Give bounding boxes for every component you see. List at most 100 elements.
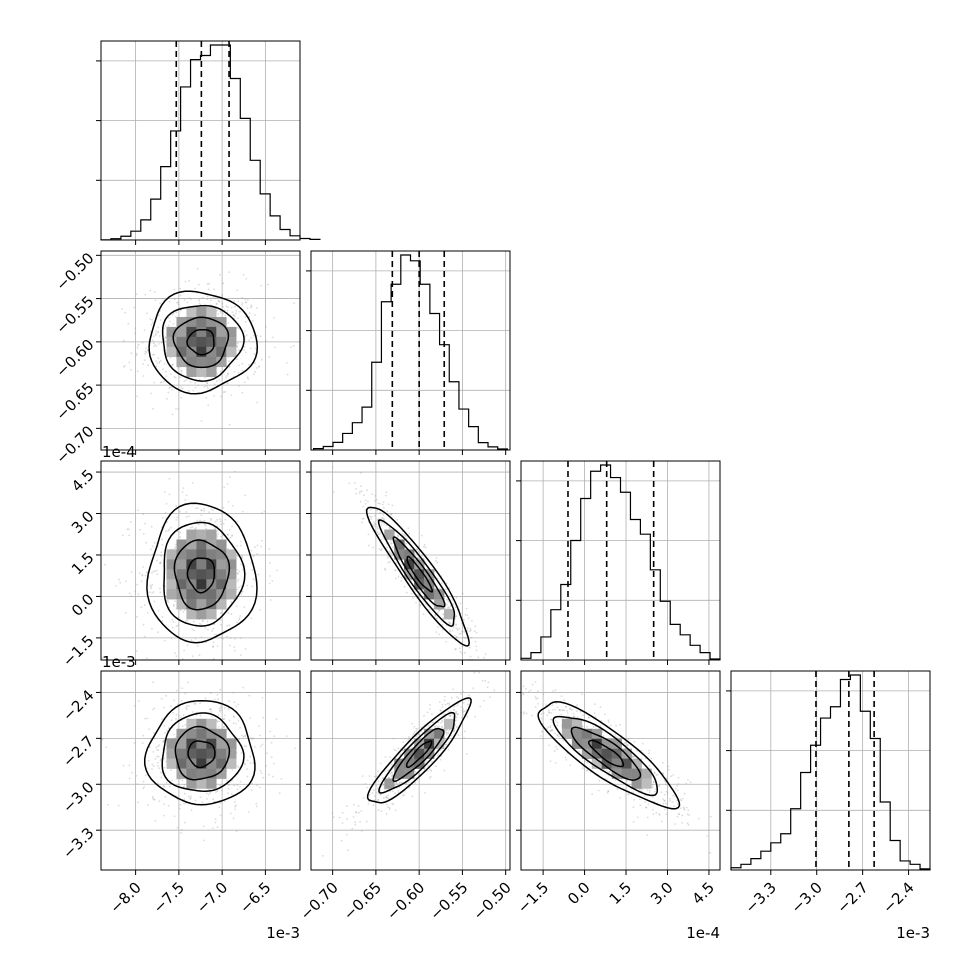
scatter-point [210, 299, 212, 302]
scatter-point [241, 510, 244, 513]
scatter-point [380, 538, 383, 541]
scatter-point [243, 345, 246, 348]
density-cell [631, 778, 642, 789]
scatter-point [647, 803, 650, 806]
density-cell [226, 738, 237, 749]
scatter-point [236, 342, 239, 345]
scatter-point [239, 637, 242, 640]
density-cell [196, 549, 207, 560]
density-cell [196, 728, 207, 740]
scatter-point [128, 361, 131, 364]
scatter-point [378, 533, 380, 536]
scatter-point [144, 293, 147, 296]
scatter-point [210, 297, 213, 299]
scatter-point [212, 627, 215, 630]
panel-frame [310, 250, 511, 451]
scatter-point [171, 363, 174, 366]
scatter-point [415, 727, 418, 730]
scatter-point [173, 298, 176, 301]
y-tick-label: 4.5 [68, 466, 98, 496]
scatter-point [418, 773, 421, 775]
scatter-point [445, 598, 448, 601]
scatter-point [206, 298, 209, 301]
scatter-point [226, 533, 229, 536]
x-tick-label: −0.55 [426, 878, 471, 923]
density-cell [216, 758, 227, 769]
scatter-point [228, 423, 231, 426]
scatter-point [269, 599, 272, 601]
scatter-point [134, 327, 137, 330]
scatter-point [384, 569, 387, 571]
scatter-point [222, 726, 225, 729]
scatter-point [534, 706, 537, 708]
scatter-point [177, 616, 180, 618]
scatter-point [236, 784, 239, 787]
scatter-point [216, 826, 219, 829]
scatter-point [240, 752, 243, 755]
scatter-point [136, 650, 138, 652]
density-panel-3-2 [310, 460, 511, 661]
scatter-point [687, 823, 690, 826]
scatter-point [286, 362, 288, 364]
scatter-point [438, 701, 441, 703]
scatter-point [454, 719, 457, 722]
scatter-point [188, 389, 190, 392]
scatter-point [411, 795, 414, 798]
scatter-point [154, 570, 156, 573]
scatter-point [235, 804, 237, 807]
contour-line [405, 740, 433, 768]
scatter-point [368, 775, 371, 777]
scatter-point [468, 630, 471, 633]
density-cell [186, 539, 197, 550]
scatter-point [663, 799, 666, 802]
scatter-point [157, 330, 160, 333]
density-cell [176, 346, 187, 358]
scatter-point [175, 625, 178, 628]
scatter-point [253, 746, 256, 748]
density-cell [631, 768, 642, 779]
scatter-point [455, 623, 458, 626]
scatter-point [168, 387, 171, 390]
scatter-point [368, 794, 371, 797]
scatter-point [358, 492, 361, 494]
scatter-point [261, 696, 264, 699]
scatter-point [390, 552, 393, 555]
scatter-point [456, 713, 459, 716]
scatter-point [153, 798, 156, 801]
scatter-point [376, 527, 379, 530]
scatter-point [458, 647, 461, 650]
scatter-point [560, 695, 563, 697]
scatter-point [377, 809, 380, 812]
scatter-point [191, 655, 194, 658]
scatter-point [260, 284, 262, 287]
scatter-point [478, 671, 480, 674]
density-panel-3-1 [100, 460, 301, 661]
scatter-point [212, 798, 215, 801]
scatter-point [136, 370, 139, 373]
density-cell [424, 589, 435, 600]
scatter-point [200, 420, 203, 422]
scatter-point [164, 795, 167, 798]
scatter-point [683, 792, 686, 795]
scatter-point [144, 774, 147, 777]
density-cell [216, 738, 227, 749]
density-cell [186, 336, 197, 348]
scatter-point [459, 632, 462, 635]
scatter-point [244, 648, 247, 650]
density-cell [414, 559, 425, 570]
scatter-point [383, 518, 385, 521]
scatter-point [235, 605, 238, 608]
scatter-point [232, 313, 235, 316]
density-cell [444, 718, 455, 730]
scatter-point [241, 557, 244, 560]
scatter-point [385, 795, 387, 798]
scatter-point [385, 796, 388, 799]
scatter-point [248, 694, 251, 697]
scatter-point [551, 704, 554, 706]
scatter-point [542, 693, 545, 695]
scatter-point [347, 849, 350, 852]
panel-frame [100, 40, 301, 241]
scatter-point [463, 619, 465, 621]
scatter-point [465, 607, 468, 610]
x-tick-label: −2.4 [879, 878, 917, 916]
